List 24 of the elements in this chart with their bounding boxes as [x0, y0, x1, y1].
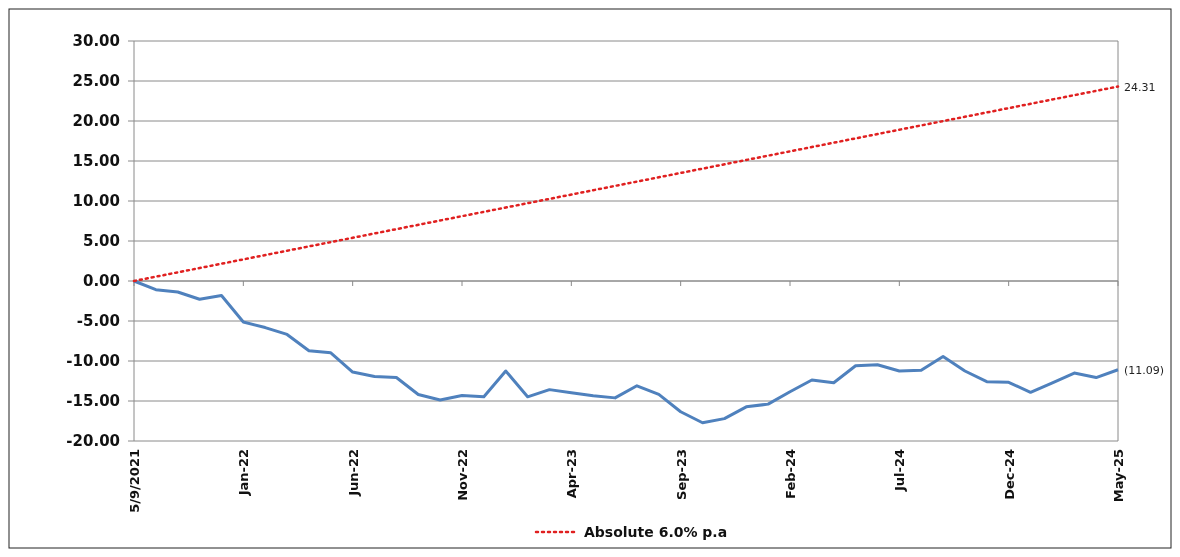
- x-tick-label: Nov-22: [455, 449, 470, 501]
- x-tick-label: Jun-22: [345, 449, 361, 497]
- data-label: 24.31: [1124, 80, 1156, 94]
- y-tick-label: 25.00: [72, 72, 120, 90]
- y-tick-label: 15.00: [72, 152, 120, 170]
- x-tick-label: Apr-23: [564, 449, 580, 499]
- y-tick-label: 10.00: [72, 192, 120, 210]
- y-tick-label: -15.00: [66, 392, 120, 410]
- x-tick-label: Feb-24: [783, 449, 798, 499]
- y-tick-label: 5.00: [82, 232, 120, 250]
- x-tick-label: Dec-24: [1001, 449, 1017, 500]
- x-tick-label: Sep-23: [673, 449, 689, 500]
- x-tick-label: May-25: [1111, 449, 1126, 503]
- legend-label: Absolute 6.0% p.a: [584, 524, 728, 540]
- y-tick-label: -20.00: [66, 432, 120, 450]
- x-tick-label: Jul-24: [892, 449, 908, 493]
- y-tick-label: -5.00: [76, 312, 120, 330]
- y-tick-label: -10.00: [66, 352, 120, 370]
- y-tick-label: 0.00: [82, 272, 120, 290]
- x-tick-label: Jan-22: [236, 449, 252, 497]
- y-tick-label: 30.00: [72, 32, 120, 50]
- data-label: (11.09): [1124, 363, 1165, 377]
- y-tick-label: 20.00: [72, 112, 120, 130]
- x-tick-label: 5/9/2021: [127, 449, 142, 513]
